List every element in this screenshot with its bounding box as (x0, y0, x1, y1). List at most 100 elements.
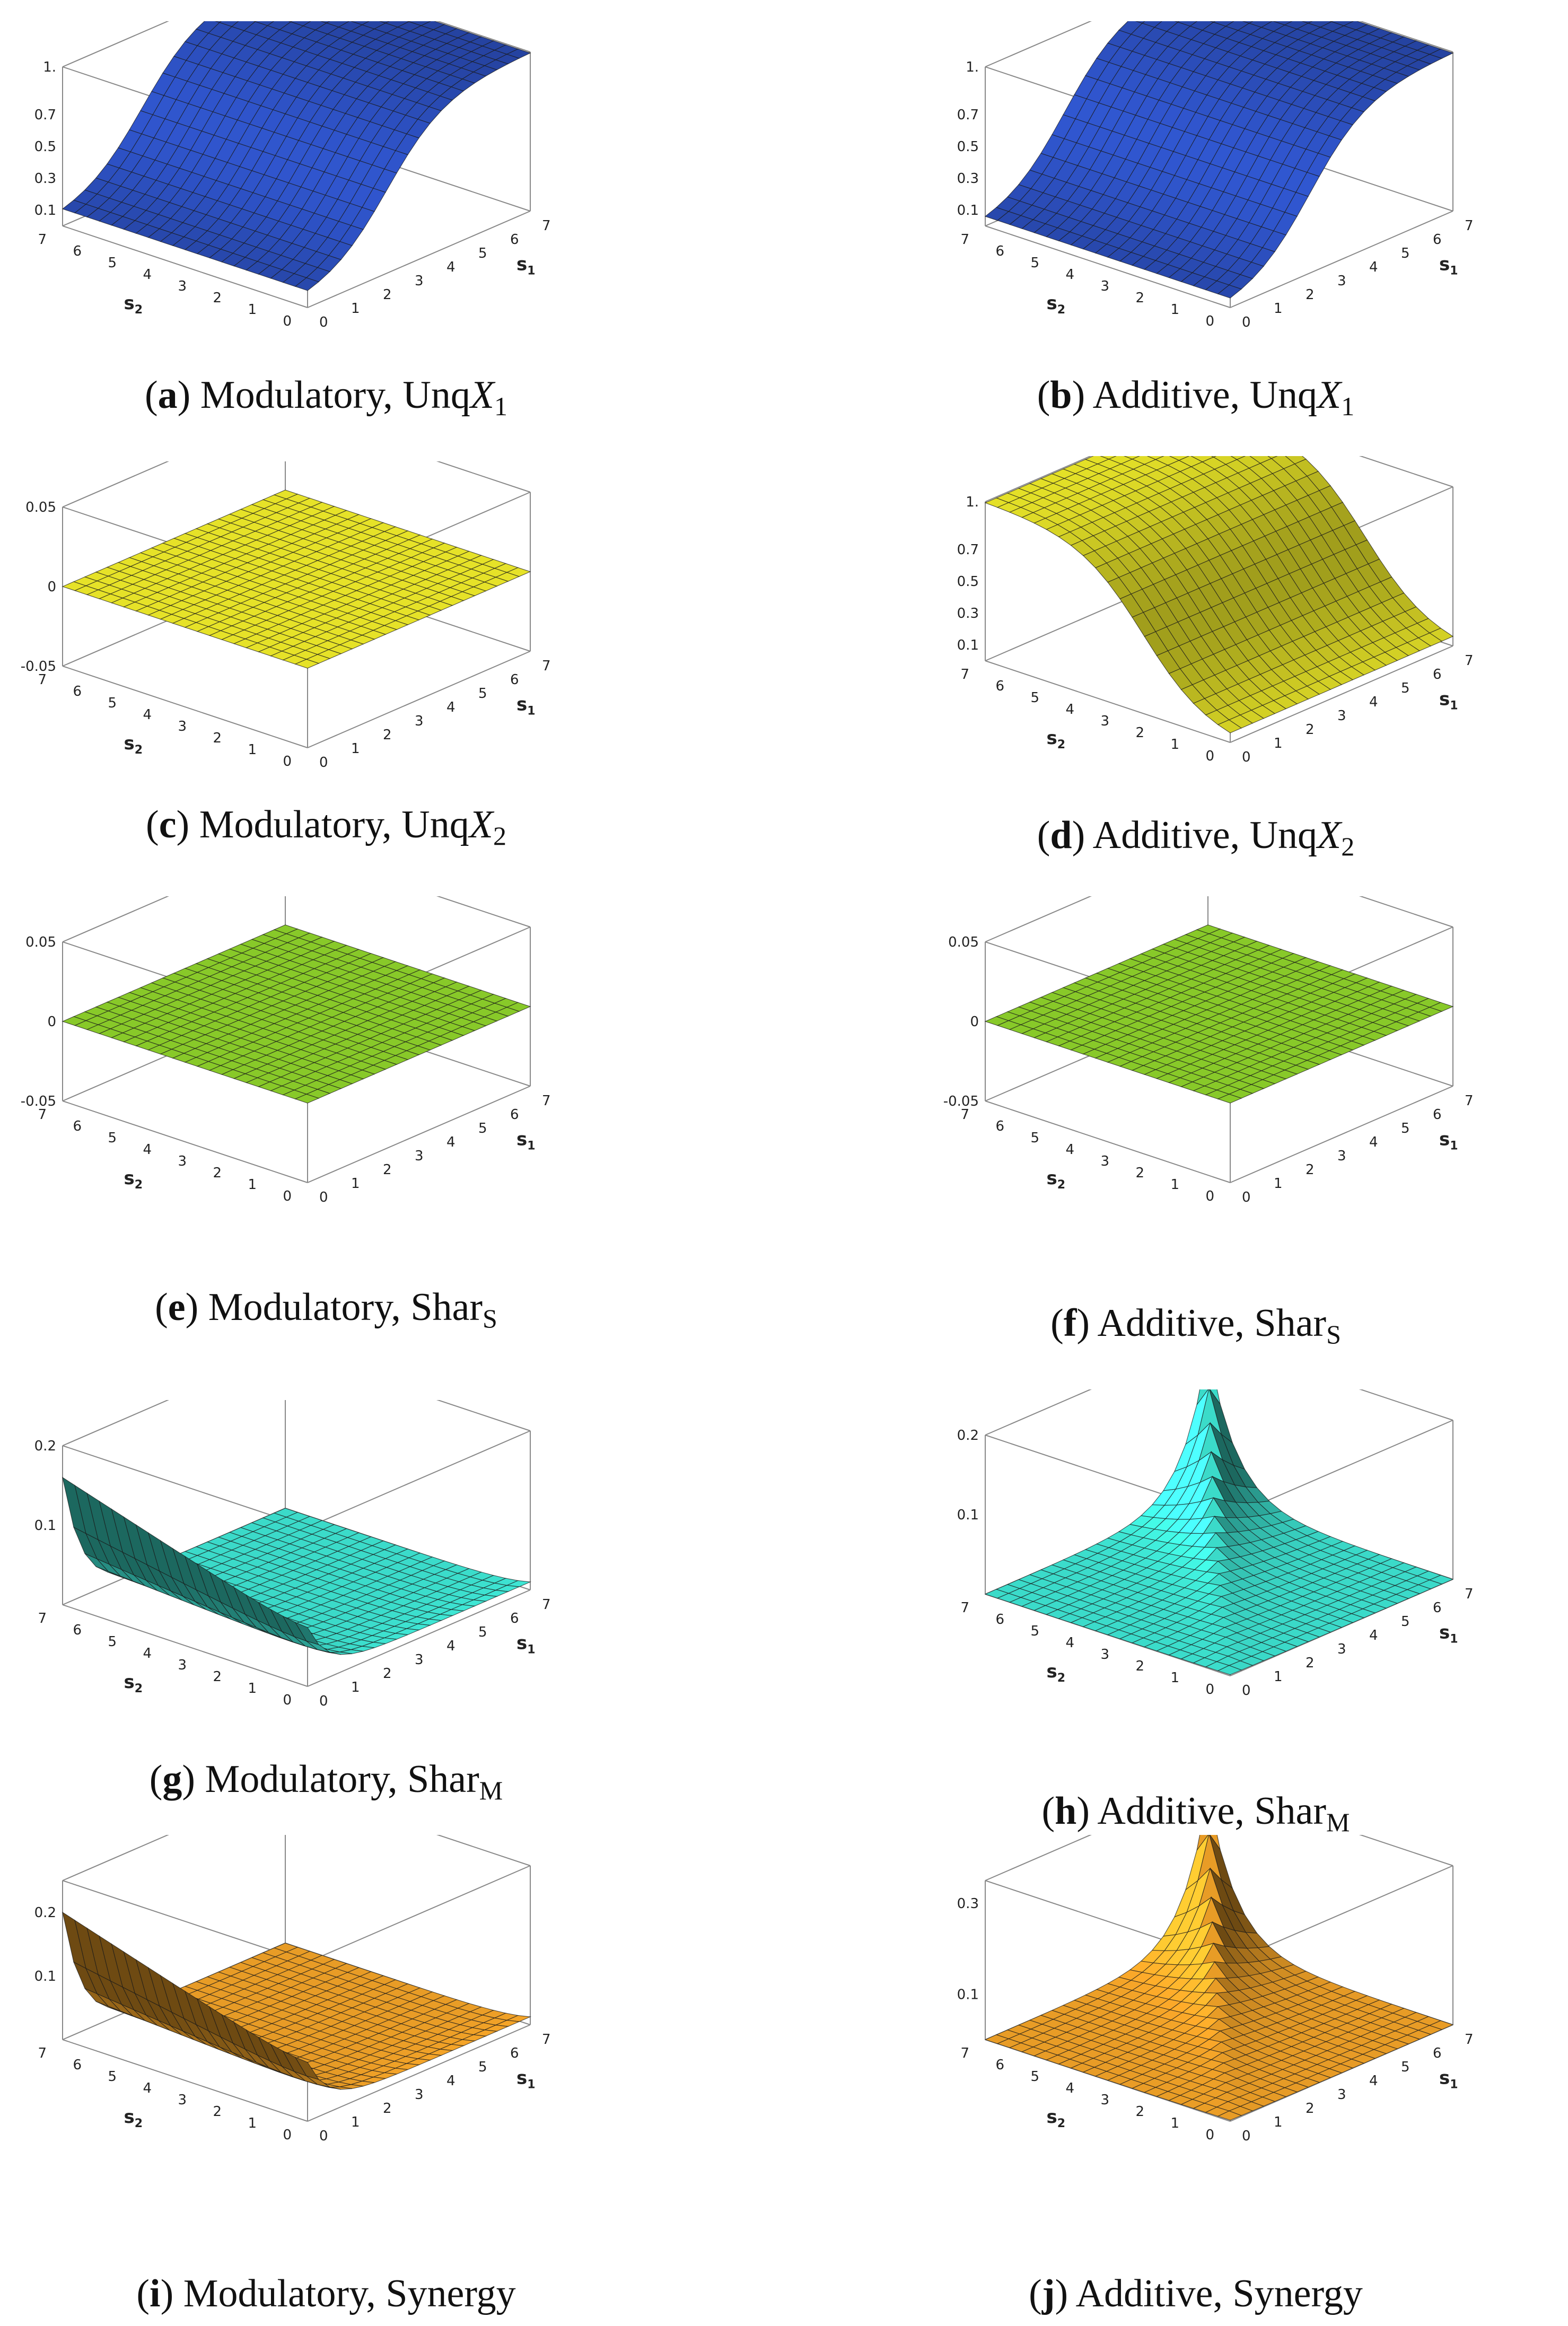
s1-tick-label: 0 (319, 1190, 328, 1205)
box-edge (62, 1400, 531, 1446)
s2-tick-label: 4 (143, 1142, 152, 1158)
surface-cell (1217, 719, 1242, 733)
s2-tick-label: 5 (108, 2069, 117, 2085)
s2-axis-label: s2 (124, 1672, 143, 1695)
s2-tick-label: 2 (1135, 1165, 1144, 1181)
s1-tick-label: 7 (542, 658, 551, 674)
box-edge (985, 225, 1231, 308)
s1-tick-label: 4 (1369, 2073, 1378, 2089)
surface-plot-i: 0 1 2 3 4 5 6 7 0 1 2 3 4 5 6 7 0.1 0.2 s1 s2 (34, 1835, 551, 2144)
s1-tick-label: 2 (383, 727, 392, 743)
s2-tick-label: 2 (1135, 725, 1144, 741)
s2-axis-label-sub: 2 (135, 1682, 143, 1695)
surface-plot-b: 0 1 2 3 4 5 6 7 0 1 2 3 4 5 6 7 0.1 0.3 0.5 0.7 1. s1 s2 (957, 21, 1474, 330)
s2-tick-label: 2 (213, 730, 222, 746)
s2-tick-label: 1 (248, 2115, 257, 2131)
surface-cell (1217, 2110, 1242, 2121)
caption-e: (e) Modulatory, SharS (155, 1286, 497, 1333)
s1-tick-label: 2 (383, 287, 392, 303)
s1-tick-label: 6 (510, 1107, 519, 1123)
s1-tick-label: 2 (1306, 1655, 1315, 1671)
s2-tick-label: 0 (1205, 1188, 1214, 1204)
s2-tick-label: 4 (1065, 1635, 1074, 1651)
s2-tick-label: 3 (1100, 713, 1109, 729)
panel-g: 0 1 2 3 4 5 6 7 0 1 2 3 4 5 6 7 0.1 0.2 s1 s2 (11, 1400, 626, 1718)
s2-tick-label: 5 (1030, 255, 1039, 271)
s2-tick-label: 2 (1135, 290, 1144, 306)
s2-tick-label: 1 (1170, 737, 1179, 753)
s2-tick-label: 5 (1030, 1130, 1039, 1146)
s1-tick-label: 5 (478, 1624, 487, 1640)
s2-axis-label: s2 (1046, 728, 1065, 751)
s2-tick-label: 0 (283, 313, 292, 329)
s2-tick-label: 0 (283, 1692, 292, 1708)
s1-tick-label: 6 (510, 672, 519, 688)
panel-i: 0 1 2 3 4 5 6 7 0 1 2 3 4 5 6 7 0.1 0.2 s1 s2 (11, 1835, 626, 2153)
box-edge (1230, 1086, 1453, 1183)
panel-e: 0 1 2 3 4 5 6 7 0 1 2 3 4 5 6 7 -0.05 0 0.05 s1 s2 (11, 896, 626, 1214)
s2-tick-label: 1 (248, 742, 257, 758)
s2-axis-label-sub: 2 (135, 303, 143, 317)
z-tick-label: 1. (966, 59, 979, 75)
s1-axis-label-sub: 1 (1450, 265, 1458, 278)
s2-tick-label: 4 (143, 267, 152, 283)
s2-tick-label: 5 (1030, 690, 1039, 706)
s2-tick-label: 2 (213, 2104, 222, 2120)
s2-tick-label: 0 (283, 754, 292, 769)
s1-tick-label: 6 (1433, 1107, 1442, 1123)
surface-cell (294, 1622, 320, 1646)
s1-tick-label: 1 (1274, 1176, 1283, 1192)
s1-tick-label: 3 (1337, 273, 1346, 289)
s2-axis-label-sub: 2 (1057, 2117, 1065, 2130)
s1-tick-label: 1 (1274, 1669, 1283, 1685)
z-tick-label: 0.1 (957, 1987, 979, 2003)
s1-axis-label: s1 (516, 1633, 536, 1657)
z-tick-label: 0 (47, 579, 56, 595)
s1-tick-label: 4 (446, 1134, 455, 1150)
s1-tick-label: 0 (1242, 1190, 1251, 1205)
s2-tick-label: 3 (1100, 1647, 1109, 1663)
box-edge (985, 896, 1453, 942)
s2-tick-label: 0 (1205, 1682, 1214, 1698)
panel-j: 0 1 2 3 4 5 6 7 0 1 2 3 4 5 6 7 0.1 0.3 s1 s2 (933, 1835, 1548, 2153)
surface (62, 1911, 532, 2090)
s2-tick-label: 7 (960, 1600, 969, 1616)
s2-tick-label: 6 (73, 684, 82, 699)
s1-tick-label: 1 (1274, 301, 1283, 317)
surface (62, 924, 531, 1104)
s1-tick-label: 0 (1242, 749, 1251, 765)
s2-tick-label: 0 (283, 2127, 292, 2143)
z-tick-label: 0.5 (957, 139, 979, 155)
s1-tick-label: 3 (415, 2087, 424, 2103)
box-edge (62, 1880, 308, 1963)
s2-tick-label: 1 (1170, 2115, 1179, 2131)
s1-tick-label: 4 (1369, 1134, 1378, 1150)
z-tick-label: 0.2 (34, 1438, 56, 1454)
z-tick-label: 0.3 (957, 171, 979, 187)
s1-axis-label-sub: 1 (527, 1140, 535, 1153)
s1-tick-label: 2 (1306, 722, 1315, 738)
s1-tick-label: 4 (1369, 1628, 1378, 1643)
s2-tick-label: 6 (995, 678, 1004, 694)
z-tick-label: 0.1 (34, 203, 56, 218)
s1-tick-label: 2 (383, 1666, 392, 1682)
s2-tick-label: 7 (960, 667, 969, 683)
z-tick-label: 0.3 (957, 606, 979, 622)
s2-tick-label: 1 (248, 1681, 257, 1697)
s2-tick-label: 5 (1030, 2069, 1039, 2085)
s2-axis-label-sub: 2 (1057, 1178, 1065, 1192)
s1-tick-label: 7 (542, 2032, 551, 2048)
s1-tick-label: 3 (1337, 1148, 1346, 1164)
box-edge (62, 666, 308, 748)
z-tick-label: 0.05 (948, 934, 979, 950)
surface-cell (379, 21, 390, 24)
s1-tick-label: 2 (1306, 1162, 1315, 1178)
s2-tick-label: 0 (1205, 2127, 1214, 2143)
s1-tick-label: 4 (446, 699, 455, 715)
panel-f: 0 1 2 3 4 5 6 7 0 1 2 3 4 5 6 7 -0.05 0 0.05 s1 s2 (933, 896, 1548, 1214)
box-edge (307, 2024, 531, 2122)
s1-tick-label: 4 (446, 2073, 455, 2089)
s2-tick-label: 4 (1065, 2080, 1074, 2096)
s2-axis-label: s2 (124, 1168, 143, 1192)
